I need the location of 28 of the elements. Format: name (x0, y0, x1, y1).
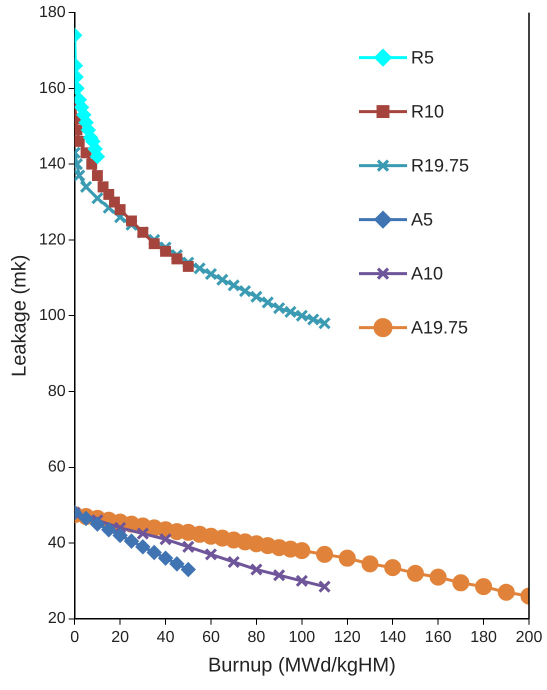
y-tick-label: 180 (38, 4, 66, 22)
legend-label: R19.75 (411, 156, 470, 176)
x-tick-label: 40 (156, 628, 175, 646)
legend-label: A5 (411, 210, 434, 230)
x-tick-label: 200 (516, 628, 542, 646)
x-tick-label: 60 (202, 628, 220, 646)
y-tick-label: 160 (38, 80, 66, 97)
x-tick-label: 0 (70, 628, 80, 646)
x-tick-label: 120 (334, 628, 361, 646)
y-tick-label: 140 (38, 156, 66, 173)
x-tick-label: 160 (424, 628, 452, 646)
x-tick-label: 140 (379, 628, 406, 646)
y-tick-label: 40 (48, 534, 66, 552)
y-tick-label: 20 (48, 610, 66, 628)
legend-label: R10 (411, 102, 444, 122)
y-axis-title: Leakage (mk) (8, 254, 31, 377)
x-tick-label: 180 (470, 628, 498, 646)
y-tick-label: 120 (38, 231, 66, 248)
legend-label: R5 (411, 48, 434, 68)
y-tick-label: 80 (48, 382, 66, 400)
x-tick-label: 80 (248, 628, 266, 646)
y-tick-label: 60 (48, 458, 66, 476)
x-axis-title: Burnup (MWd/kgHM) (208, 654, 396, 677)
x-tick-label: 100 (288, 628, 316, 646)
y-tick-label: 100 (38, 307, 66, 324)
x-tick-label: 20 (111, 628, 130, 646)
legend-label: A10 (411, 264, 444, 284)
legend-label: A19.75 (411, 318, 468, 338)
